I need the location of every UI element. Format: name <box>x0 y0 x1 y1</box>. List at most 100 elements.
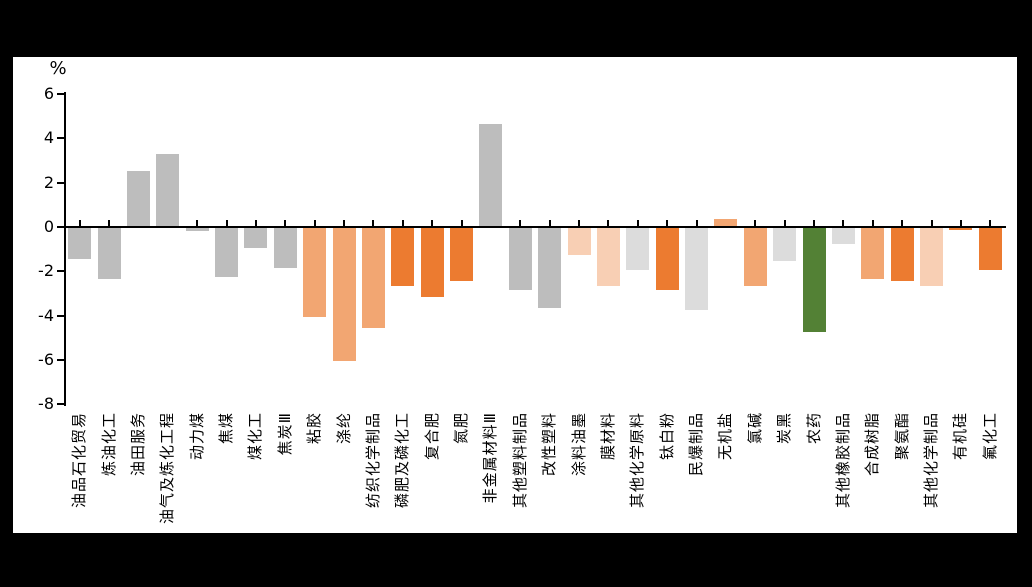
x-tick-label: 氮肥 <box>452 412 471 445</box>
x-tick-mark <box>372 220 375 226</box>
bar <box>831 228 855 244</box>
bar <box>773 228 797 262</box>
bar <box>273 228 297 268</box>
bar <box>978 228 1002 271</box>
x-tick-label: 非金属材料Ⅲ <box>481 412 500 504</box>
bar <box>626 228 650 271</box>
x-tick-label: 聚氨酯 <box>892 412 911 461</box>
bar <box>949 228 973 230</box>
x-tick-label: 其他化学制品 <box>922 412 941 509</box>
x-tick-label: 油气及炼化工程 <box>158 412 177 525</box>
x-tick-mark <box>431 220 434 226</box>
bar <box>802 228 826 333</box>
x-tick-mark <box>989 220 992 226</box>
bar <box>479 124 503 227</box>
x-tick-label: 涤纶 <box>334 412 353 445</box>
x-tick-label: 其他橡胶制品 <box>833 412 852 509</box>
x-tick-label: 氟化工 <box>980 412 999 461</box>
chart-panel <box>13 57 1017 533</box>
x-tick-label: 农药 <box>804 412 823 445</box>
bar <box>68 228 92 259</box>
bar <box>244 228 268 248</box>
x-tick-mark <box>401 220 404 226</box>
x-tick-mark <box>666 220 669 226</box>
x-tick-label: 无机盐 <box>716 412 735 461</box>
y-tick-label: -4 <box>38 305 54 325</box>
bar <box>920 228 944 286</box>
x-tick-label: 复合肥 <box>422 412 441 461</box>
bar <box>685 228 709 310</box>
bar <box>508 228 532 290</box>
x-tick-label: 膜材料 <box>598 412 617 461</box>
x-tick-mark <box>607 220 610 226</box>
x-tick-mark <box>519 220 522 226</box>
x-tick-label: 纺织化学制品 <box>363 412 382 509</box>
x-tick-label: 合成树脂 <box>863 412 882 477</box>
bar <box>714 219 738 227</box>
x-tick-label: 煤化工 <box>246 412 265 461</box>
y-tick-mark <box>57 358 64 361</box>
x-tick-mark <box>842 220 845 226</box>
x-tick-label: 炼油化工 <box>99 412 118 477</box>
bar <box>215 228 239 277</box>
x-tick-label: 动力煤 <box>187 412 206 461</box>
x-tick-label: 焦煤 <box>217 412 236 445</box>
x-tick-mark <box>108 220 111 226</box>
bar <box>420 228 444 297</box>
x-tick-mark <box>196 220 199 226</box>
y-tick-label: 4 <box>43 128 54 148</box>
x-tick-label: 有机硅 <box>951 412 970 461</box>
x-tick-mark <box>460 220 463 226</box>
x-tick-mark <box>313 220 316 226</box>
bar <box>861 228 885 279</box>
x-tick-label: 钛白粉 <box>657 412 676 461</box>
y-axis-unit-label: % <box>49 58 67 79</box>
bar <box>655 228 679 290</box>
x-tick-mark <box>225 220 228 226</box>
x-tick-label: 油品石化贸易 <box>70 412 89 509</box>
y-tick-label: 2 <box>43 172 54 192</box>
bar <box>361 228 385 328</box>
x-tick-label: 油田服务 <box>128 412 147 477</box>
x-tick-label: 其他塑料制品 <box>510 412 529 509</box>
bar <box>126 170 150 227</box>
x-tick-mark <box>548 220 551 226</box>
x-tick-mark <box>254 220 257 226</box>
x-tick-mark <box>695 220 698 226</box>
bar <box>743 228 767 286</box>
bar <box>303 228 327 317</box>
x-tick-mark <box>578 220 581 226</box>
x-tick-mark <box>871 220 874 226</box>
y-tick-label: 6 <box>43 84 54 104</box>
y-tick-mark <box>57 403 64 406</box>
bar <box>156 153 180 227</box>
x-tick-mark <box>930 220 933 226</box>
x-tick-label: 粘胶 <box>305 412 324 445</box>
bar <box>97 228 121 279</box>
x-tick-label: 民爆制品 <box>687 412 706 477</box>
x-tick-mark <box>783 220 786 226</box>
x-tick-mark <box>813 220 816 226</box>
x-tick-label: 焦炭Ⅲ <box>275 412 294 456</box>
y-tick-label: -2 <box>38 261 54 281</box>
y-axis-line <box>64 92 66 406</box>
x-tick-mark <box>636 220 639 226</box>
y-tick-mark <box>57 93 64 96</box>
bar <box>596 228 620 286</box>
y-tick-mark <box>57 226 64 228</box>
bar <box>391 228 415 286</box>
bar <box>538 228 562 308</box>
bar <box>332 228 356 361</box>
y-tick-label: 0 <box>43 217 54 236</box>
y-tick-mark <box>57 314 64 317</box>
y-tick-mark <box>57 137 64 140</box>
bar <box>890 228 914 282</box>
y-tick-label: -8 <box>38 394 54 414</box>
y-tick-mark <box>57 270 64 273</box>
y-tick-label: -6 <box>38 349 54 369</box>
bar <box>450 228 474 282</box>
y-tick-mark <box>57 181 64 184</box>
x-tick-label: 炭黑 <box>775 412 794 445</box>
x-tick-mark <box>78 220 81 226</box>
